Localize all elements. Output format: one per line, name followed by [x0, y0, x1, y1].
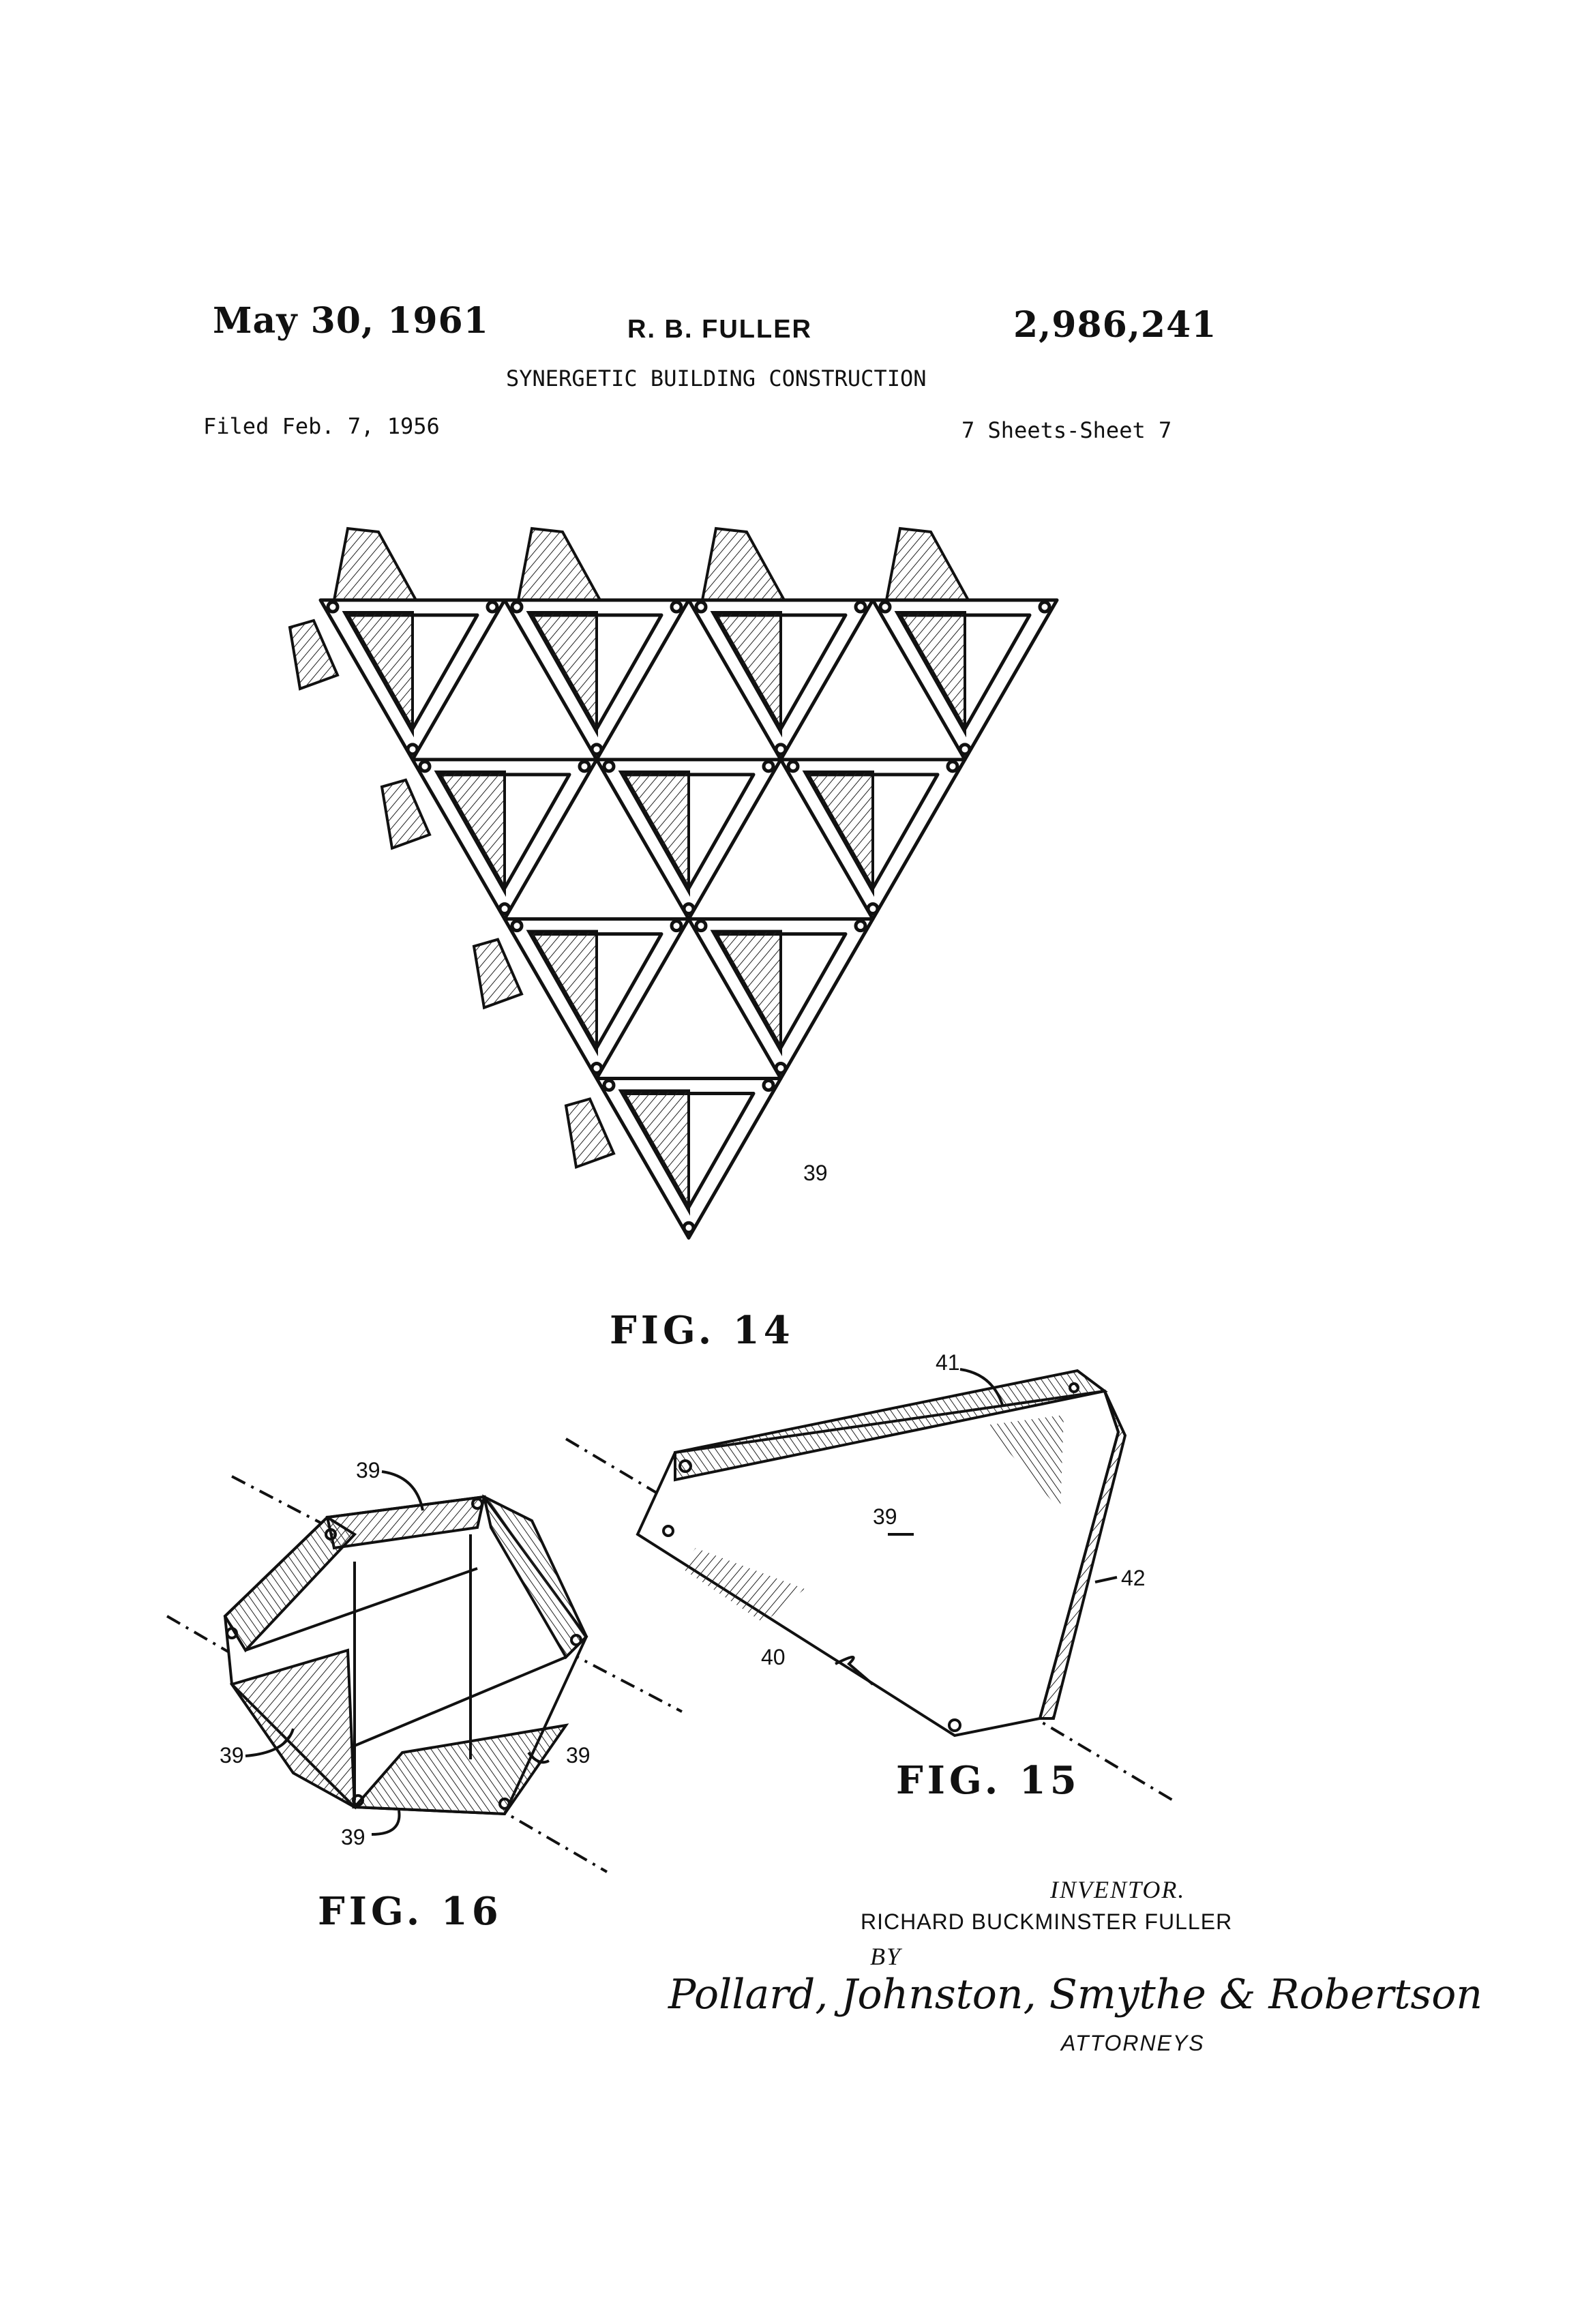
fig16-ref-39-bottom: 39 — [341, 1825, 365, 1850]
inventor-heading: INVENTOR. — [1050, 1875, 1185, 1904]
inventor-name: RICHARD BUCKMINSTER FULLER — [861, 1909, 1232, 1935]
fig16-ref-39-top: 39 — [356, 1458, 380, 1483]
attorneys-label: ATTORNEYS — [1061, 2031, 1205, 2056]
fig16-ref-39-right: 39 — [566, 1743, 591, 1768]
fig16-label: FIG. 16 — [318, 1889, 503, 1934]
by-label: BY — [870, 1942, 901, 1971]
attorney-signature: Pollard, Johnston, Smythe & Robertson — [668, 1971, 1482, 2018]
fig16-ref-39-left: 39 — [220, 1743, 244, 1768]
